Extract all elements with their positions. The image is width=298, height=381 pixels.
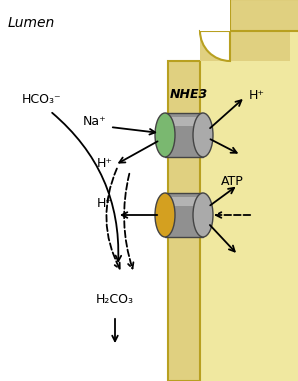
Bar [230,0,298,31]
Text: H⁺: H⁺ [97,157,113,170]
Bar [200,0,230,31]
Text: ATP: ATP [221,175,244,188]
Wedge shape [200,31,230,61]
Bar [200,0,298,381]
Bar [200,0,298,61]
Text: H₂CO₃: H₂CO₃ [96,293,134,306]
Ellipse shape [193,193,213,237]
Bar [165,193,203,237]
Text: H⁺: H⁺ [97,197,113,210]
Text: Lumen: Lumen [8,16,55,30]
Ellipse shape [155,193,175,237]
Bar [165,113,203,157]
Ellipse shape [193,113,213,157]
Ellipse shape [155,113,175,157]
Bar [168,61,200,381]
Bar [200,31,290,61]
Text: H⁺: H⁺ [249,88,265,101]
Text: HCO₃⁻: HCO₃⁻ [22,93,62,106]
Text: Na⁺: Na⁺ [83,115,107,128]
Text: NHE3: NHE3 [170,88,208,101]
Bar [165,197,203,206]
Bar [165,117,203,126]
